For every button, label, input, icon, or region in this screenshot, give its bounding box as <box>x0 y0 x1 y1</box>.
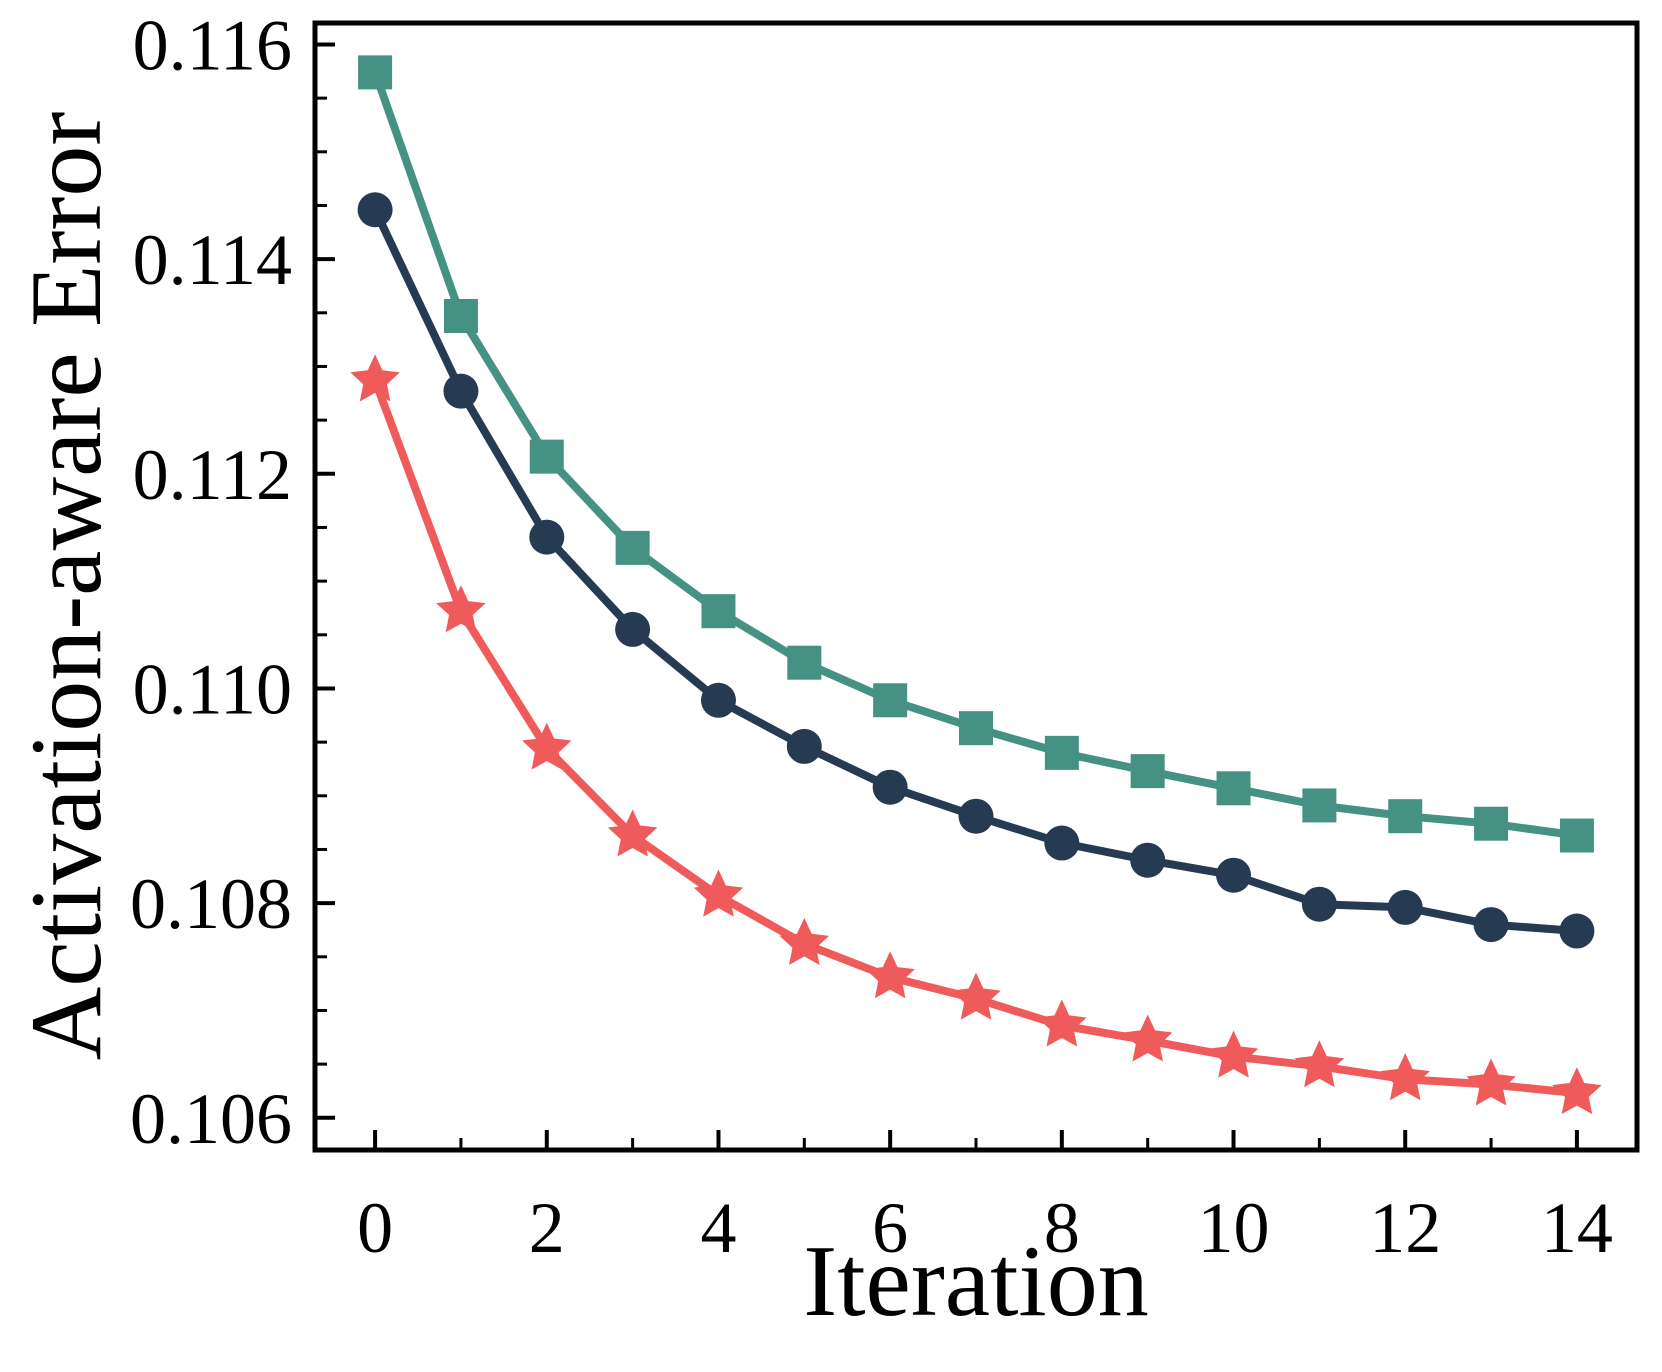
marker-star-3 <box>607 809 658 857</box>
marker-square-13 <box>1474 806 1509 841</box>
marker-circle-13 <box>1473 907 1509 943</box>
marker-square-7 <box>959 711 993 746</box>
marker-star-10 <box>1208 1030 1259 1078</box>
marker-square-8 <box>1044 735 1079 770</box>
marker-circle-6 <box>872 769 908 805</box>
series-navy-circles <box>357 192 1595 949</box>
marker-star-0 <box>350 354 400 402</box>
x-tick-label: 2 <box>529 1188 565 1268</box>
plot-area <box>315 23 1637 1150</box>
x-tick-label: 14 <box>1541 1188 1613 1268</box>
x-tick-label: 10 <box>1198 1188 1270 1268</box>
marker-star-5 <box>779 917 830 965</box>
marker-star-9 <box>1122 1014 1173 1062</box>
x-tick-label: 12 <box>1369 1188 1441 1268</box>
marker-circle-11 <box>1301 886 1337 922</box>
marker-square-9 <box>1130 754 1165 789</box>
marker-star-8 <box>1037 999 1087 1047</box>
marker-circle-4 <box>700 682 736 718</box>
marker-circle-9 <box>1130 842 1166 878</box>
marker-circle-10 <box>1216 857 1252 893</box>
marker-star-13 <box>1466 1058 1516 1106</box>
marker-square-4 <box>701 594 736 629</box>
plot-border <box>312 20 1640 1153</box>
y-tick-label: 0.116 <box>133 5 292 85</box>
marker-circle-12 <box>1387 889 1423 925</box>
marker-star-4 <box>693 869 744 917</box>
tick-layer: 0 2 4 6 8 10 12 14 0.106 0.108 0.110 0.112 0.114 0.11… <box>130 5 1613 1268</box>
marker-circle-7 <box>958 798 994 834</box>
marker-circle-5 <box>786 728 822 764</box>
marker-square-14 <box>1559 818 1594 853</box>
marker-square-6 <box>873 683 908 718</box>
marker-star-7 <box>951 972 1001 1020</box>
marker-square-3 <box>615 530 650 565</box>
marker-star-12 <box>1380 1053 1430 1101</box>
series-red-stars <box>350 354 1602 1115</box>
marker-star-1 <box>436 585 486 633</box>
marker-star-14 <box>1552 1067 1602 1115</box>
series-layer <box>350 55 1602 1115</box>
marker-star-11 <box>1294 1040 1345 1088</box>
marker-circle-1 <box>443 373 479 409</box>
marker-square-2 <box>529 439 564 474</box>
marker-square-11 <box>1302 788 1337 823</box>
marker-square-0 <box>358 55 393 90</box>
marker-star-2 <box>522 722 572 770</box>
y-tick-label: 0.106 <box>130 1079 292 1159</box>
y-tick-label: 0.114 <box>133 220 292 300</box>
marker-circle-14 <box>1559 913 1595 949</box>
marker-star-6 <box>865 951 915 999</box>
series-green-squares <box>358 55 1594 853</box>
x-tick-label: 0 <box>357 1188 393 1268</box>
marker-square-12 <box>1388 799 1423 834</box>
y-tick-label: 0.110 <box>133 649 292 729</box>
x-axis-label: Iteration <box>803 1225 1149 1338</box>
y-tick-label: 0.108 <box>130 864 292 944</box>
marker-circle-0 <box>357 192 393 228</box>
x-tick-label: 6 <box>872 1188 908 1268</box>
marker-circle-3 <box>615 611 651 647</box>
marker-circle-2 <box>529 519 565 555</box>
y-tick-label: 0.112 <box>133 435 292 515</box>
marker-square-10 <box>1216 771 1251 806</box>
marker-circle-8 <box>1044 825 1080 861</box>
x-tick-label: 8 <box>1044 1188 1080 1268</box>
y-axis-label: Activation-aware Error <box>10 112 123 1061</box>
marker-square-1 <box>443 299 478 334</box>
marker-square-5 <box>787 645 822 680</box>
x-tick-label: 4 <box>700 1188 736 1268</box>
